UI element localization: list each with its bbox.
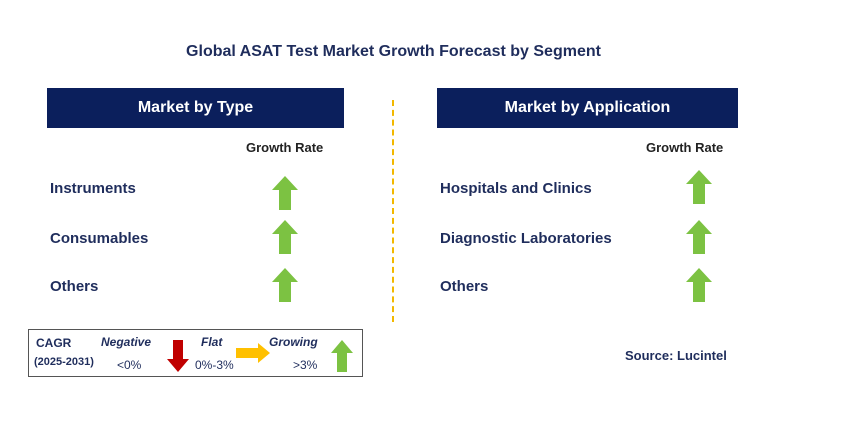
growing-arrow-icon: [272, 220, 298, 254]
legend-growing-label: Growing: [269, 335, 318, 349]
application-row-label: Others: [440, 278, 489, 295]
growing-arrow-icon: [686, 268, 712, 302]
legend-cagr-label: CAGR: [36, 336, 72, 350]
legend-negative-label: Negative: [101, 335, 152, 349]
application-row-label: Hospitals and Clinics: [440, 180, 592, 197]
left-growth-rate-label: Growth Rate: [246, 140, 324, 155]
legend-flat-range: 0%-3%: [195, 358, 234, 372]
type-row-label: Instruments: [50, 180, 136, 197]
negative-arrow-icon: [167, 340, 189, 372]
legend-period: (2025-2031): [34, 356, 94, 368]
cagr-legend: CAGR (2025-2031) Negative <0% Flat 0%-3%…: [28, 329, 363, 377]
panel-divider: [392, 100, 394, 322]
source-note: Source: Lucintel: [625, 348, 727, 363]
growing-arrow-icon: [331, 340, 353, 372]
type-row-label: Consumables: [50, 230, 149, 247]
legend-growing-range: >3%: [293, 358, 318, 372]
growing-arrow-icon: [272, 176, 298, 210]
legend-flat-label: Flat: [201, 335, 223, 349]
type-row-label: Others: [50, 278, 99, 295]
growing-arrow-icon: [686, 170, 712, 204]
flat-arrow-icon: [236, 343, 270, 363]
application-row-label: Diagnostic Laboratories: [440, 230, 612, 247]
chart-title: Global ASAT Test Market Growth Forecast …: [186, 43, 601, 60]
market-by-type-header: Market by Type: [47, 88, 344, 128]
growing-arrow-icon: [272, 268, 298, 302]
right-growth-rate-label: Growth Rate: [646, 140, 724, 155]
market-by-application-header: Market by Application: [437, 88, 738, 128]
legend-negative-range: <0%: [117, 358, 142, 372]
growing-arrow-icon: [686, 220, 712, 254]
